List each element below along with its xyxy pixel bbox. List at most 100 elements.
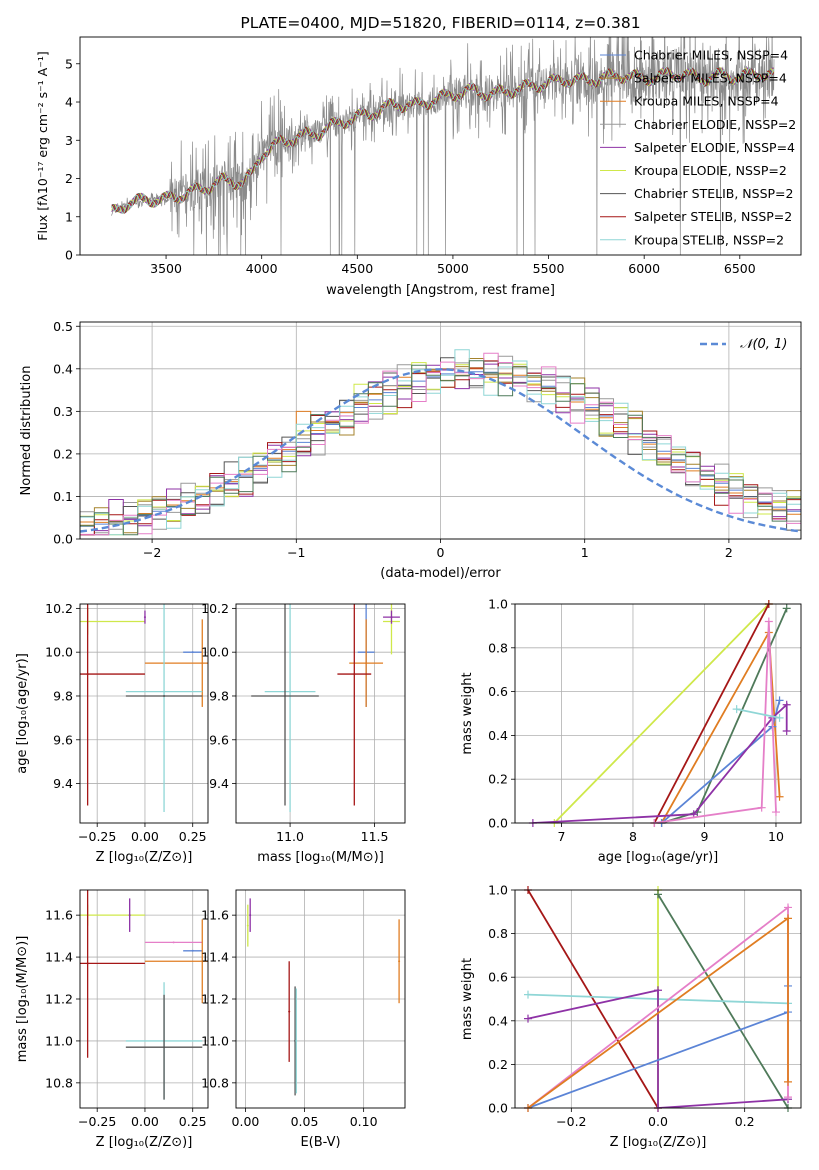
data-point	[86, 962, 89, 965]
axes-frame	[79, 603, 209, 824]
x-tick-label: 6500	[724, 261, 756, 276]
y-tick-label: 1	[65, 209, 73, 224]
y-axis-label: Flux [fλ10⁻¹⁷ erg cm⁻² s⁻¹ A⁻¹]	[35, 51, 50, 240]
data-point	[284, 694, 287, 697]
x-tick-label: 5500	[533, 261, 565, 276]
data-point	[365, 662, 368, 665]
axes-frame	[79, 36, 802, 256]
histogram-series	[80, 349, 801, 539]
plus-marker	[782, 727, 791, 736]
data-point	[288, 1010, 291, 1013]
x-tick-label: 6000	[628, 261, 660, 276]
y-tick-label: 3	[65, 133, 73, 148]
data-point	[163, 694, 166, 697]
legend-entry: Chabrier STELIB, NSSP=2	[634, 186, 794, 201]
y-tick-label: 9.4	[209, 776, 229, 791]
mass-vs-z-panel: −0.25 0.00 0.25 10.8 11.0 11.2 11.4 11.6 Z [log₁…	[15, 889, 209, 1150]
x-tick-label: 0.10	[350, 1114, 378, 1129]
data-point	[86, 673, 89, 676]
y-tick-label: 9.6	[209, 732, 229, 747]
x-tick-label: 0	[437, 545, 445, 560]
plus-marker	[784, 903, 792, 912]
plus-marker	[771, 808, 780, 817]
x-tick-label: 0.05	[291, 1114, 319, 1129]
data-point	[163, 690, 166, 693]
y-axis-label: mass weight	[460, 958, 475, 1040]
x-axis-label: (data-model)/error	[380, 566, 501, 581]
y-tick-label: 0.8	[488, 640, 508, 655]
data-point	[128, 914, 131, 917]
x-tick-label: 7	[557, 829, 565, 844]
y-axis-label: mass weight	[460, 672, 475, 754]
y-tick-label: 10.2	[201, 601, 229, 616]
x-tick-label: 0.25	[179, 829, 207, 844]
plus-marker	[775, 696, 784, 705]
axes-frame	[514, 603, 802, 824]
y-tick-label: 0.4	[488, 1013, 508, 1028]
legend-entry: Salpeter STELIB, NSSP=2	[634, 209, 792, 224]
x-axis-label: Z [log₁₀(Z/Z⊙)]	[610, 1135, 707, 1150]
x-axis-label: mass [log₁₀(M/M⊙)]	[257, 850, 384, 865]
y-tick-label: 11.4	[45, 950, 73, 965]
histogram-series	[80, 360, 801, 539]
y-tick-label: 0.2	[53, 446, 73, 461]
data-point	[191, 949, 194, 952]
normal-curve	[80, 368, 801, 533]
y-tick-label: 0.1	[53, 489, 73, 504]
x-tick-label: 1	[581, 545, 589, 560]
x-tick-label: 3500	[150, 261, 182, 276]
age-vs-z-panel: −0.25 0.00 0.25 9.4 9.6 9.8 10.0 10.2 Z [log₁₀(Z…	[15, 601, 209, 865]
y-tick-label: 0.0	[488, 816, 508, 831]
y-tick-label: 0.4	[488, 728, 508, 743]
y-axis-label: mass [log₁₀(M/M⊙)]	[15, 936, 30, 1063]
x-tick-label: 0.2	[735, 1114, 755, 1129]
legend-entry: Salpeter ELODIE, NSSP=4	[634, 140, 795, 155]
axes-frame	[235, 603, 406, 824]
series-line	[527, 989, 789, 1108]
x-tick-label: −1	[287, 545, 305, 560]
data-point	[390, 616, 393, 619]
x-tick-label: 4000	[246, 261, 278, 276]
data-point	[289, 690, 292, 693]
axes-frame	[235, 889, 406, 1109]
y-tick-label: 10.0	[45, 645, 73, 660]
plus-marker	[732, 705, 741, 714]
y-tick-label: 1.0	[488, 597, 508, 612]
data-point	[143, 616, 146, 619]
y-tick-label: 5	[65, 56, 73, 71]
legend-entry: Chabrier MILES, NSSP=4	[634, 48, 788, 63]
y-tick-label: 11.6	[201, 908, 229, 923]
series-line	[736, 708, 780, 719]
plus-marker	[775, 792, 784, 801]
y-tick-label: 9.6	[53, 732, 73, 747]
y-tick-label: 0.2	[488, 772, 508, 787]
plus-marker	[654, 986, 662, 995]
observed-spectrum	[111, 37, 775, 255]
axes-frame	[79, 889, 209, 1109]
x-axis-label: wavelength [Angstrom, rest frame]	[326, 283, 555, 298]
data-point	[201, 662, 204, 665]
x-tick-label: 11.5	[361, 829, 389, 844]
y-tick-label: 9.8	[53, 688, 73, 703]
y-tick-label: 2	[65, 171, 73, 186]
x-axis-label: age [log₁₀(age/yr)]	[598, 850, 719, 865]
y-tick-label: 10.8	[45, 1075, 73, 1090]
series-line	[527, 890, 659, 1108]
axes-frame	[514, 889, 802, 1109]
data-point	[246, 924, 249, 927]
x-tick-label: 0.25	[179, 1114, 207, 1129]
series-line	[553, 604, 770, 823]
x-tick-label: 0.00	[131, 1114, 159, 1129]
plus-marker	[782, 604, 791, 613]
y-tick-label: 10.8	[201, 1075, 229, 1090]
legend-entry: Salpeter MILES, NSSP=4	[634, 71, 787, 86]
y-tick-label: 0.6	[488, 684, 508, 699]
y-tick-label: 11.4	[201, 950, 229, 965]
x-tick-label: −0.25	[78, 829, 116, 844]
x-tick-label: 10	[768, 829, 784, 844]
y-tick-label: 10.0	[201, 645, 229, 660]
x-tick-label: 11.0	[276, 829, 304, 844]
y-tick-label: 0.0	[488, 1101, 508, 1116]
x-tick-label: 0.00	[131, 829, 159, 844]
data-point	[191, 651, 194, 654]
